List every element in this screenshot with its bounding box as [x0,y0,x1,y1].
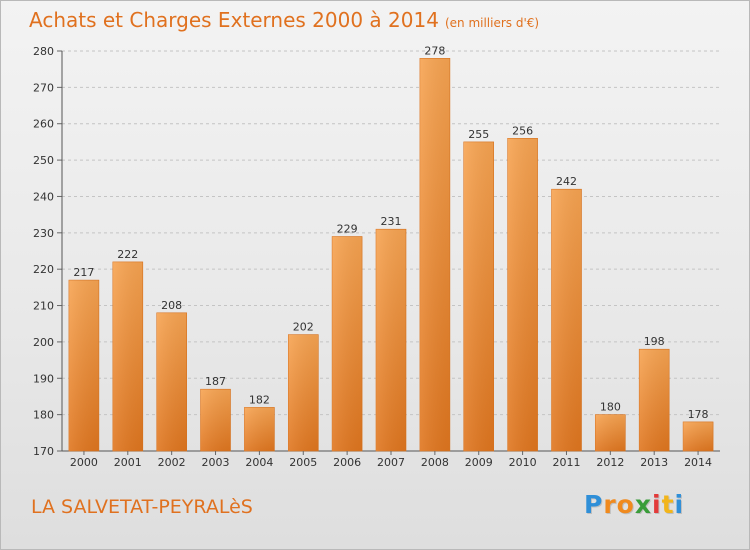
logo-letter: o [616,490,635,519]
x-tick-label: 2002 [158,456,186,469]
data-label: 217 [73,266,94,279]
data-label: 198 [644,335,665,348]
x-tick-label: 2008 [421,456,449,469]
x-tick-label: 2005 [289,456,317,469]
data-label: 278 [424,44,445,57]
chart-title: Achats et Charges Externes 2000 à 2014 [29,8,439,32]
logo-letter: t [661,490,675,519]
bar-shade [68,280,99,451]
bar-shade [683,421,714,451]
chart-subtitle: (en milliers d'€) [444,16,540,30]
y-tick-label: 230 [33,227,54,240]
x-tick-label: 2014 [684,456,712,469]
y-tick-label: 260 [33,118,54,131]
place-name: LA SALVETAT-PEYRALèS [31,496,253,518]
bar-shade [595,414,626,451]
x-tick-label: 2009 [465,456,493,469]
x-tick-label: 2012 [596,456,624,469]
bar-shade [551,189,582,451]
x-tick-label: 2004 [245,456,273,469]
data-label: 229 [337,222,358,235]
bar-shade [332,236,363,451]
bar-shade [507,138,538,452]
data-label: 222 [117,248,138,261]
x-tick-label: 2000 [70,456,98,469]
x-tick-label: 2010 [509,456,537,469]
data-label: 180 [600,401,621,414]
bar-shade [156,312,187,451]
y-tick-label: 240 [33,190,54,203]
chart-title-block: Achats et Charges Externes 2000 à 2014 (e… [29,8,539,32]
bar-shade [112,261,143,451]
data-label: 256 [512,124,533,137]
y-tick-label: 250 [33,154,54,167]
logo-letter: i [674,490,685,519]
x-tick-label: 2006 [333,456,361,469]
x-tick-label: 2007 [377,456,405,469]
x-tick-label: 2003 [202,456,230,469]
y-tick-label: 200 [33,336,54,349]
proxiti-logo: Proxiti [584,490,684,519]
y-tick-label: 180 [33,409,54,422]
bar-shade [200,389,231,451]
bar-shade [463,141,494,451]
logo-letter: x [634,490,652,519]
logo-letter: i [652,490,662,519]
y-tick-label: 270 [33,81,54,94]
data-label: 231 [381,215,402,228]
y-tick-label: 190 [33,372,54,385]
data-label: 242 [556,175,577,188]
data-label: 208 [161,299,182,312]
bar-shade [639,349,670,451]
data-label: 255 [468,128,489,141]
y-tick-label: 280 [33,45,54,58]
y-tick-label: 210 [33,300,54,313]
y-tick-label: 170 [33,445,54,458]
logo-letter: r [603,490,617,519]
bar-shade [244,407,275,451]
data-label: 202 [293,321,314,334]
bar-shade [419,58,450,452]
data-label: 187 [205,375,226,388]
bar-shade [376,229,406,451]
x-tick-label: 2011 [552,456,580,469]
data-label: 182 [249,393,270,406]
y-tick-label: 220 [33,263,54,276]
bar-shade [288,334,319,451]
x-tick-label: 2001 [114,456,142,469]
data-label: 178 [688,408,709,421]
x-tick-label: 2013 [640,456,668,469]
logo-letter: P [584,490,604,519]
